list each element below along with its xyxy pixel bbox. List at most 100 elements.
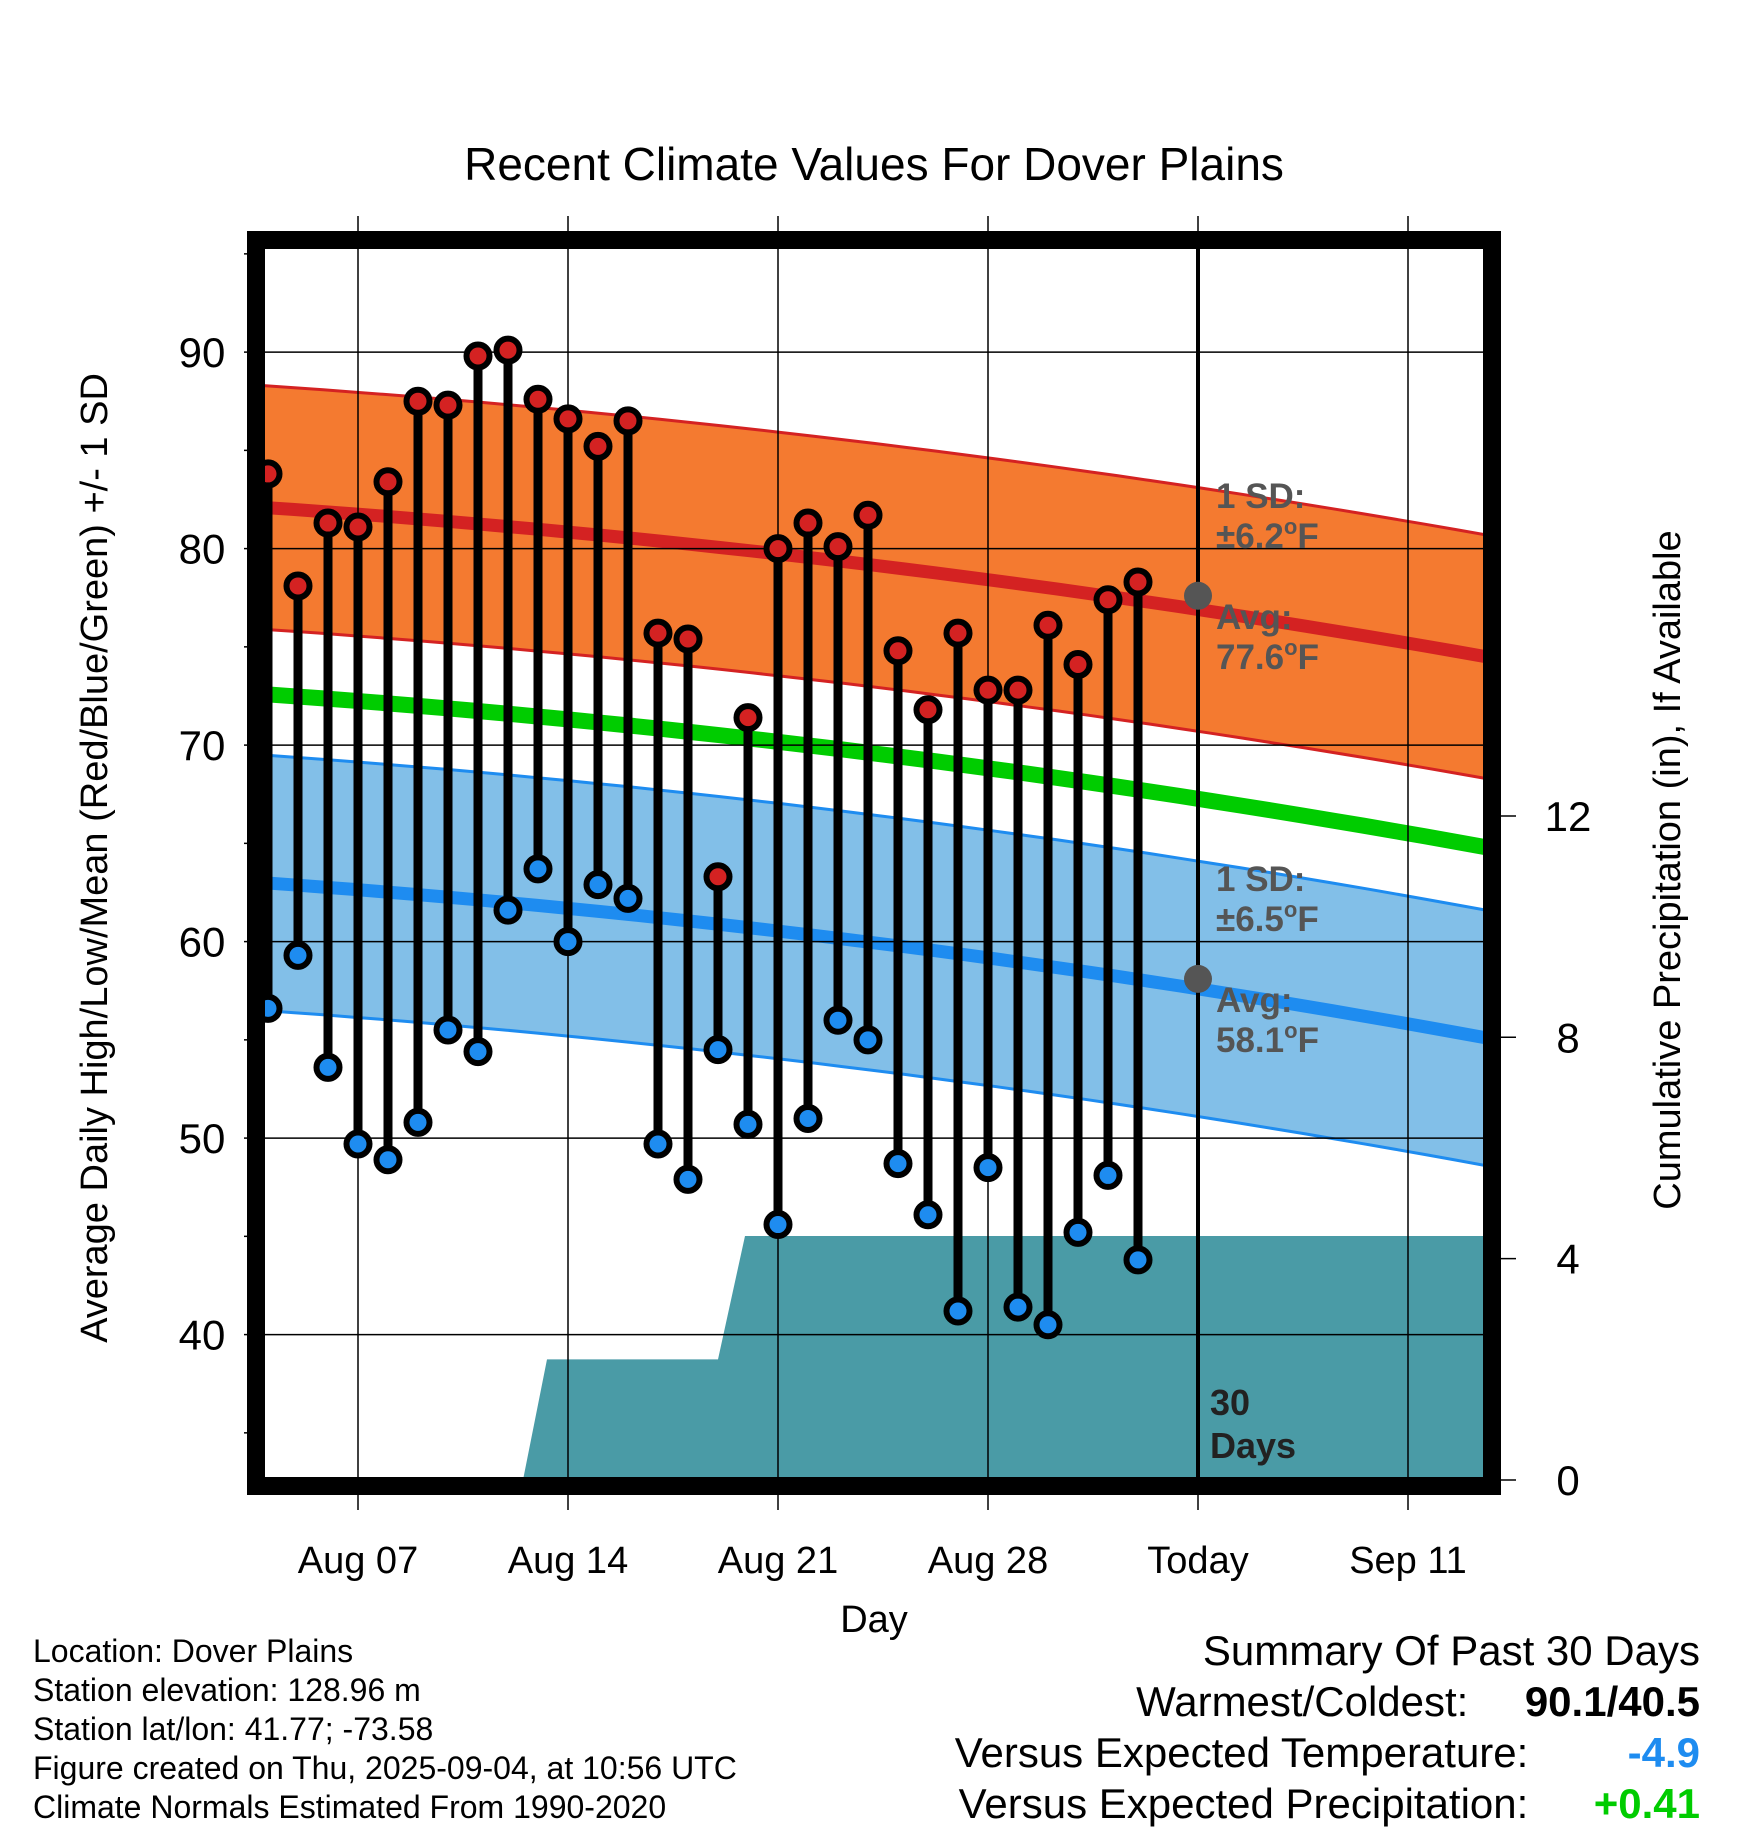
obs-high-point bbox=[493, 335, 523, 365]
obs-low-point bbox=[643, 1129, 673, 1159]
obs-low-point bbox=[1063, 1217, 1093, 1247]
normals-text: Climate Normals Estimated From 1990-2020 bbox=[33, 1789, 667, 1825]
obs-high-point bbox=[583, 431, 613, 461]
x-tick-label: Aug 28 bbox=[928, 1540, 1048, 1582]
high-sd-value: ±6.2oF bbox=[1216, 514, 1319, 556]
obs-high-point bbox=[973, 675, 1003, 705]
obs-low-point bbox=[973, 1153, 1003, 1183]
obs-high-point bbox=[1033, 610, 1063, 640]
temp-label: Versus Expected Temperature: bbox=[954, 1729, 1529, 1776]
obs-low-point bbox=[523, 854, 553, 884]
obs-high-point bbox=[1123, 567, 1153, 597]
y-tick-label-60: 60 bbox=[179, 919, 226, 966]
normal-high-line bbox=[262, 500, 1486, 664]
summary-temp-row: Versus Expected Temperature: -4.9 bbox=[955, 1727, 1700, 1778]
obs-low-point bbox=[913, 1200, 943, 1230]
obs-high-point bbox=[343, 512, 373, 542]
obs-low-point bbox=[403, 1107, 433, 1137]
obs-high-point bbox=[763, 534, 793, 564]
obs-low-point bbox=[493, 895, 523, 925]
obs-low-point bbox=[373, 1145, 403, 1175]
obs-high-point bbox=[1093, 585, 1123, 615]
obs-low-point bbox=[463, 1037, 493, 1067]
obs-high-point bbox=[733, 703, 763, 733]
y2-tick-label-0: 0 bbox=[1556, 1457, 1579, 1504]
obs-low-point bbox=[1003, 1292, 1033, 1322]
station-info: Location: Dover Plains Station elevation… bbox=[33, 1632, 737, 1827]
obs-low-point bbox=[613, 883, 643, 913]
low-avg-value: 58.1oF bbox=[1216, 1018, 1319, 1060]
y-tick-label-80: 80 bbox=[179, 526, 226, 573]
obs-low-point bbox=[262, 993, 283, 1023]
low-sd-value: ±6.5oF bbox=[1216, 897, 1319, 939]
obs-high-point bbox=[703, 862, 733, 892]
x-axis-label: Day bbox=[840, 1599, 908, 1641]
obs-low-point bbox=[673, 1164, 703, 1194]
obs-high-point bbox=[613, 406, 643, 436]
today-low-avg-marker bbox=[1184, 964, 1212, 993]
low-band-lower-edge bbox=[262, 1008, 1486, 1168]
obs-high-point bbox=[913, 695, 943, 725]
location-text: Location: Dover Plains bbox=[33, 1633, 354, 1669]
y-tick-label-40: 40 bbox=[179, 1312, 226, 1359]
warmest-label: Warmest/Coldest: bbox=[1136, 1678, 1469, 1725]
obs-low-point bbox=[433, 1015, 463, 1045]
obs-low-point bbox=[1033, 1310, 1063, 1340]
x-tick-label: Aug 14 bbox=[508, 1540, 628, 1582]
days-count-label: 30 bbox=[1210, 1382, 1250, 1423]
high-band-upper-edge bbox=[262, 384, 1486, 537]
summary-title: Summary Of Past 30 Days bbox=[1202, 1627, 1700, 1674]
obs-high-point bbox=[793, 508, 823, 538]
today-high-avg-marker bbox=[1184, 581, 1212, 610]
summary-precip-row: Versus Expected Precipitation: +0.41 bbox=[955, 1778, 1700, 1829]
precip-label: Versus Expected Precipitation: bbox=[958, 1780, 1529, 1827]
normal-mean-line bbox=[262, 686, 1486, 856]
obs-high-point bbox=[1063, 650, 1093, 680]
obs-low-point bbox=[853, 1025, 883, 1055]
y-axis-label: Average Daily High/Low/Mean (Red/Blue/Gr… bbox=[74, 373, 116, 1343]
obs-high-point bbox=[463, 341, 493, 371]
y2-tick-label-8: 8 bbox=[1556, 1014, 1579, 1061]
obs-low-point bbox=[1123, 1245, 1153, 1275]
obs-high-point bbox=[403, 386, 433, 416]
y-tick-label-70: 70 bbox=[179, 722, 226, 769]
obs-low-point bbox=[283, 940, 313, 970]
normal-low-line bbox=[262, 876, 1486, 1045]
x-tick-label: Aug 21 bbox=[718, 1540, 838, 1582]
obs-low-point bbox=[553, 927, 583, 957]
chart-title: Recent Climate Values For Dover Plains bbox=[464, 138, 1284, 190]
latlon-text: Station lat/lon: 41.77; -73.58 bbox=[33, 1711, 434, 1747]
y2-tick-label-12: 12 bbox=[1545, 793, 1592, 840]
warmest-value: 90.1/40.5 bbox=[1524, 1678, 1700, 1725]
high-avg-label: Avg: bbox=[1216, 598, 1292, 637]
y-tick-label-50: 50 bbox=[179, 1115, 226, 1162]
obs-low-point bbox=[583, 870, 613, 900]
x-tick-label: Sep 11 bbox=[1349, 1540, 1467, 1582]
high-avg-value: 77.6oF bbox=[1216, 635, 1319, 677]
obs-low-point bbox=[883, 1149, 913, 1179]
obs-high-point bbox=[553, 404, 583, 434]
obs-high-point bbox=[433, 390, 463, 420]
obs-high-point bbox=[262, 459, 283, 489]
obs-low-point bbox=[313, 1052, 343, 1082]
obs-high-point bbox=[943, 618, 973, 648]
elevation-text: Station elevation: 128.96 m bbox=[33, 1672, 421, 1708]
obs-high-point bbox=[643, 618, 673, 648]
y2-axis-label: Cumulative Precipitation (in), If Availa… bbox=[1647, 530, 1689, 1209]
obs-low-point bbox=[763, 1210, 793, 1240]
created-text: Figure created on Thu, 2025-09-04, at 10… bbox=[33, 1750, 737, 1786]
x-tick-label: Today bbox=[1147, 1540, 1248, 1582]
obs-low-point bbox=[703, 1035, 733, 1065]
summary-panel: Summary Of Past 30 Days Warmest/Coldest:… bbox=[955, 1625, 1700, 1829]
precip-value: +0.41 bbox=[1593, 1780, 1700, 1827]
obs-low-point bbox=[1093, 1160, 1123, 1190]
days-word-label: Days bbox=[1210, 1425, 1296, 1466]
obs-high-point bbox=[283, 571, 313, 601]
precip-area bbox=[523, 1236, 1486, 1480]
obs-low-point bbox=[733, 1109, 763, 1139]
obs-low-point bbox=[343, 1129, 373, 1159]
obs-high-point bbox=[313, 508, 343, 538]
